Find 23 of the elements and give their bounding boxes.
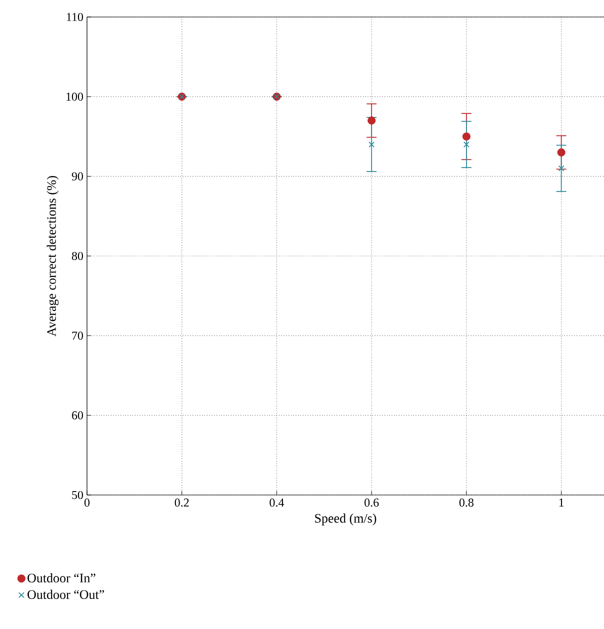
y-tick-label: 50 [72,490,83,500]
x-axis-title: Speed (m/s) [315,514,376,526]
x-tick-label: 0 [84,498,90,507]
y-tick-label: 70 [72,332,83,340]
point [368,116,376,125]
point [368,141,375,148]
y-tick-label: 60 [72,411,83,420]
x-tick-label: 0.6 [364,498,379,507]
y-tick-label: 90 [72,172,83,180]
point [463,141,470,148]
legend-label: Outdoor “Out” [28,590,104,599]
x-tick-label: 0.8 [459,498,474,507]
y-tick-label: 100 [66,92,83,101]
point [558,165,564,172]
x-tick-label: 0.4 [270,498,284,507]
legend-label: Outdoor “In” [28,573,96,582]
point [462,132,470,141]
y-tick-label: 80 [72,252,83,260]
y-tick-label: 110 [66,12,84,22]
x-tick-label: 0.2 [174,498,189,507]
point [557,148,566,156]
y-axis-title: Average correct detections (%) [46,176,59,336]
x-tick-label: 1 [559,498,564,506]
